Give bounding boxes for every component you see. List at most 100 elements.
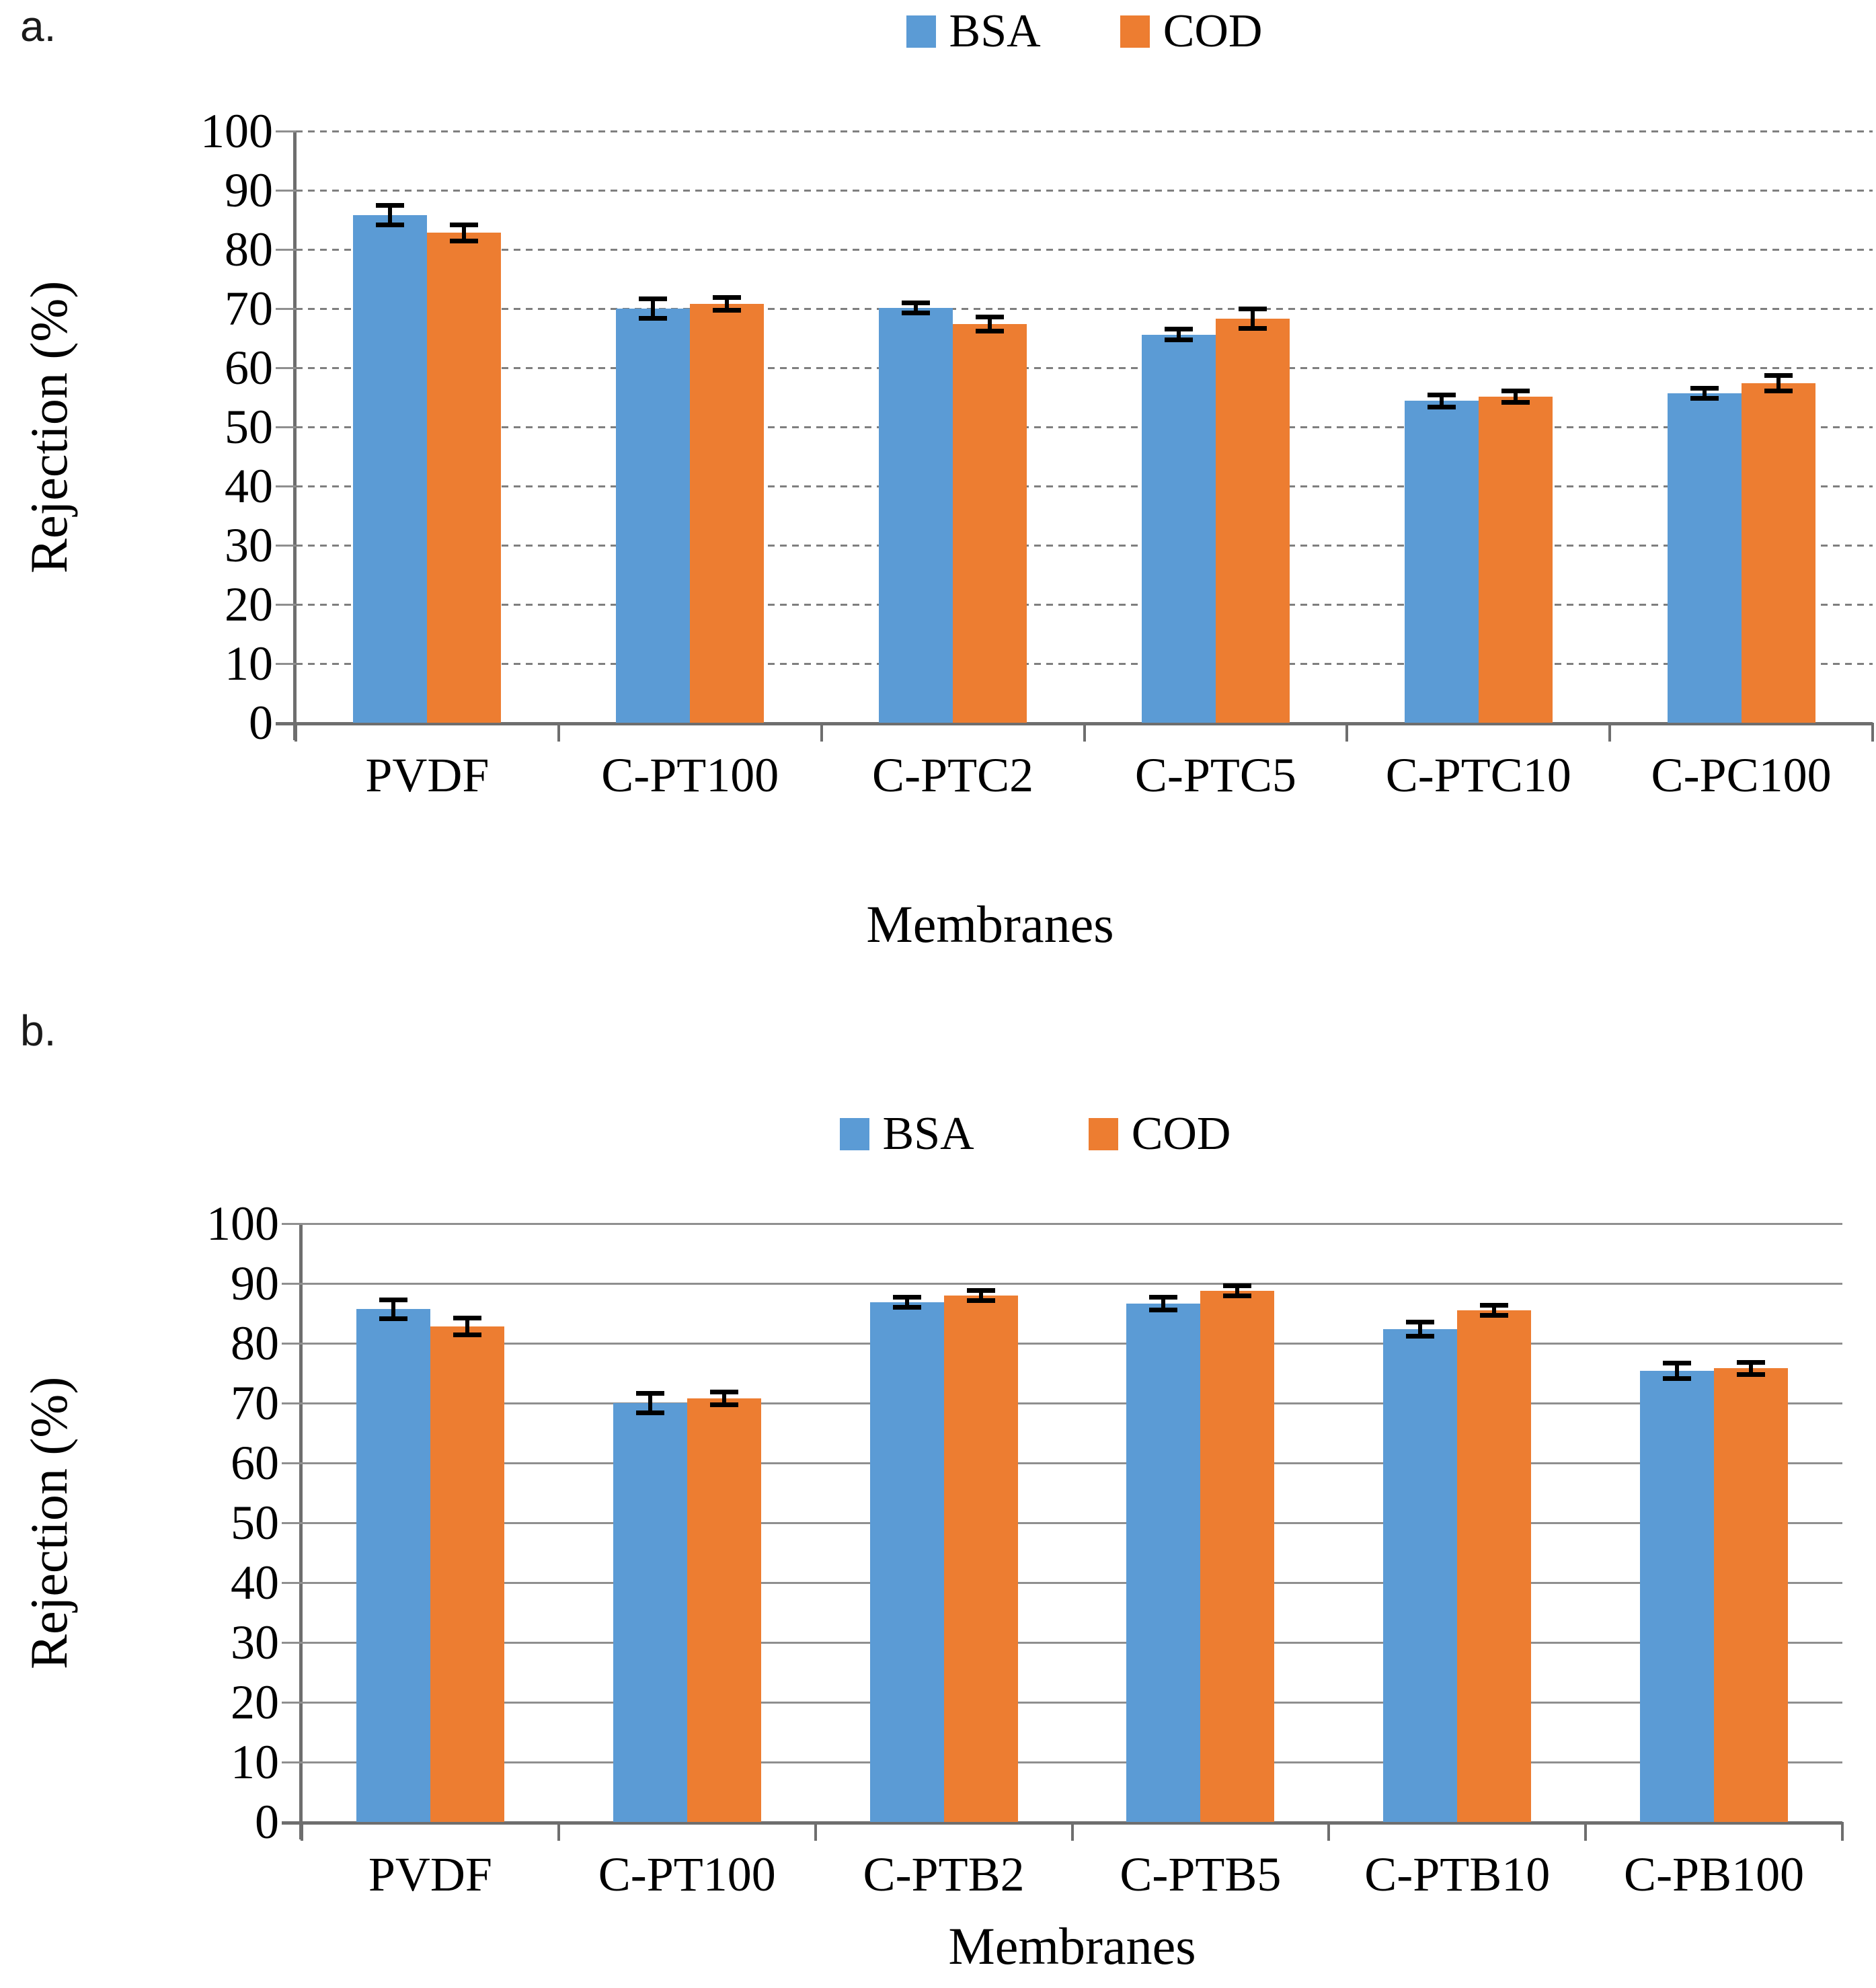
gridline-70 <box>296 307 1873 310</box>
y-tick-label-20: 20 <box>231 1675 279 1729</box>
legend-label: BSA <box>949 5 1041 57</box>
category-label-c-pb100: C-PB100 <box>1624 1847 1805 1901</box>
error-bar-bsa-pvdf <box>376 203 405 227</box>
gridline-20 <box>296 603 1873 606</box>
gridline-90 <box>302 1282 1842 1285</box>
error-bar-cod-c-ptb2 <box>966 1287 995 1303</box>
bar-cod-c-pc100 <box>1741 383 1815 723</box>
category-label-c-ptc2: C-PTC2 <box>872 748 1034 802</box>
legend-label: BSA <box>882 1108 974 1160</box>
gridline-10 <box>296 662 1873 665</box>
category-label-c-ptb5: C-PTB5 <box>1120 1847 1282 1901</box>
bar-cod-c-ptc10 <box>1478 397 1553 723</box>
error-bar-cod-c-ptc10 <box>1501 388 1530 405</box>
error-bar-cod-c-pb100 <box>1737 1360 1766 1377</box>
error-bar-bsa-c-ptc10 <box>1427 393 1456 409</box>
bar-bsa-c-pt100 <box>616 309 691 723</box>
gridline-30 <box>296 544 1873 547</box>
category-label-c-ptc10: C-PTC10 <box>1385 748 1571 802</box>
legend-b: BSA COD <box>265 1111 1805 1158</box>
category-label-c-pc100: C-PC100 <box>1651 748 1832 802</box>
legend-item-bsa: BSA <box>906 8 1041 55</box>
bar-bsa-c-ptc5 <box>1141 334 1216 723</box>
gridline-60 <box>302 1462 1842 1464</box>
y-tick-mark <box>276 426 296 428</box>
bar-bsa-c-pc100 <box>1667 393 1742 723</box>
error-bar-cod-c-pt100 <box>713 294 742 313</box>
y-tick-label-60: 60 <box>231 1436 279 1490</box>
x-tick-mark <box>557 723 560 742</box>
y-tick-mark <box>282 1581 302 1584</box>
y-tick-mark <box>282 1701 302 1704</box>
error-bar-cod-c-pt100 <box>709 1389 738 1408</box>
legend-item-bsa: BSA <box>839 1108 974 1160</box>
legend-swatch-bsa <box>906 15 936 48</box>
y-tick-label-50: 50 <box>231 1496 279 1550</box>
y-tick-label-100: 100 <box>200 104 273 158</box>
x-tick-mark <box>1327 1822 1331 1841</box>
bar-cod-c-ptc5 <box>1215 318 1290 723</box>
legend-a: BSA COD <box>296 8 1873 55</box>
category-label-c-pt100: C-PT100 <box>601 748 779 802</box>
gridline-50 <box>302 1521 1842 1524</box>
x-tick-mark <box>1345 723 1349 742</box>
y-tick-mark <box>282 1641 302 1644</box>
gridline-40 <box>296 485 1873 487</box>
bar-cod-c-ptb10 <box>1457 1310 1532 1822</box>
x-axis-title-b: Membranes <box>948 1917 1196 1975</box>
y-tick-label-90: 90 <box>231 1257 279 1310</box>
error-bar-bsa-c-ptb10 <box>1406 1319 1435 1339</box>
y-tick-label-30: 30 <box>225 518 273 572</box>
gridline-80 <box>296 248 1873 251</box>
x-tick-mark <box>1070 1822 1074 1841</box>
panel-a-label: a. <box>20 2 56 50</box>
bar-bsa-c-pb100 <box>1640 1370 1715 1822</box>
x-tick-mark <box>557 1822 560 1841</box>
x-tick-mark <box>820 723 823 742</box>
y-tick-label-90: 90 <box>225 163 273 217</box>
bar-cod-c-ptc2 <box>953 323 1027 723</box>
category-label-pvdf: PVDF <box>365 748 490 802</box>
bar-bsa-c-ptc2 <box>879 308 953 723</box>
y-tick-label-60: 60 <box>225 341 273 395</box>
y-tick-label-0: 0 <box>255 1795 279 1849</box>
category-label-pvdf: PVDF <box>368 1847 492 1901</box>
bar-cod-pvdf <box>427 233 502 723</box>
y-tick-mark <box>276 366 296 369</box>
bar-bsa-c-ptb2 <box>869 1302 944 1822</box>
error-bar-bsa-c-pt100 <box>635 1391 664 1415</box>
error-bar-bsa-c-ptb2 <box>892 1294 921 1310</box>
bar-cod-pvdf <box>430 1326 504 1822</box>
x-tick-mark <box>295 723 297 742</box>
y-tick-mark <box>276 307 296 310</box>
legend-swatch-cod <box>1088 1118 1118 1150</box>
category-label-c-ptc5: C-PTC5 <box>1134 748 1296 802</box>
bar-bsa-c-pt100 <box>613 1403 687 1822</box>
gridline-50 <box>296 426 1873 428</box>
legend-item-cod: COD <box>1120 8 1262 55</box>
error-bar-bsa-c-ptc2 <box>902 301 931 316</box>
y-tick-label-80: 80 <box>225 223 273 276</box>
error-bar-bsa-c-ptb5 <box>1149 1295 1178 1313</box>
y-tick-label-70: 70 <box>225 282 273 335</box>
y-tick-label-10: 10 <box>231 1735 279 1789</box>
y-tick-mark <box>276 662 296 665</box>
bar-cod-c-pt100 <box>690 303 765 723</box>
y-tick-label-20: 20 <box>225 578 273 631</box>
bar-bsa-pvdf <box>356 1309 430 1822</box>
x-tick-mark <box>814 1822 817 1841</box>
legend-label: COD <box>1131 1108 1231 1160</box>
panel-b-label: b. <box>20 1006 56 1055</box>
error-bar-cod-c-ptc5 <box>1238 307 1267 331</box>
y-tick-mark <box>282 1521 302 1524</box>
x-tick-mark <box>301 1822 303 1841</box>
gridline-30 <box>302 1641 1842 1644</box>
bar-cod-c-pt100 <box>687 1398 761 1822</box>
x-tick-mark <box>1841 1822 1844 1841</box>
y-tick-label-50: 50 <box>225 400 273 454</box>
y-tick-mark <box>276 248 296 251</box>
error-bar-cod-c-ptb5 <box>1223 1283 1252 1298</box>
y-tick-label-100: 100 <box>206 1197 279 1250</box>
error-bar-cod-c-ptc2 <box>976 314 1005 333</box>
error-bar-bsa-c-pc100 <box>1690 385 1719 401</box>
